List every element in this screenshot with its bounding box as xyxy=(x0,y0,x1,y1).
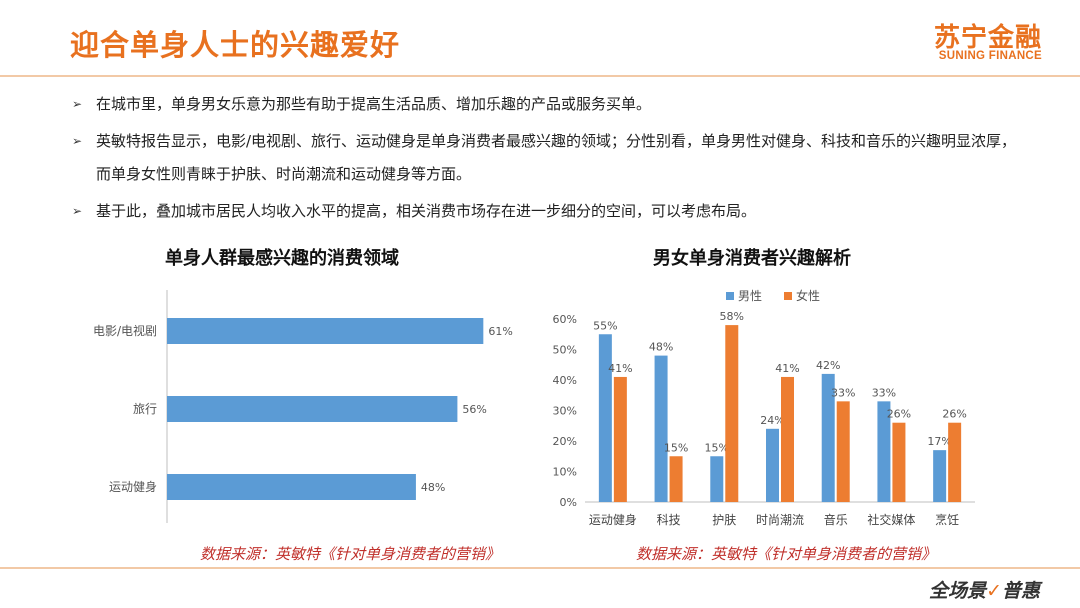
y-tick-label: 10% xyxy=(553,466,577,479)
bar xyxy=(836,401,850,502)
data-source-left: 数据来源：英敏特《针对单身消费者的营销》 xyxy=(200,545,501,563)
page-title: 迎合单身人士的兴趣爱好 xyxy=(70,28,401,62)
y-tick-label: 40% xyxy=(553,374,577,387)
data-label: 56% xyxy=(462,403,486,416)
bar xyxy=(167,474,416,500)
data-label: 41% xyxy=(775,362,799,375)
category-label: 烹饪 xyxy=(935,512,959,527)
bar xyxy=(725,325,739,502)
brand-logo-subtitle: SUNING FINANCE xyxy=(938,50,1042,62)
category-label: 电影/电视剧 xyxy=(93,323,157,338)
bullet-item: ➢ 英敏特报告显示，电影/电视剧、旅行、运动健身是单身消费者最感兴趣的领域；分性… xyxy=(70,125,1030,191)
data-label: 17% xyxy=(927,435,951,448)
data-label: 48% xyxy=(649,341,673,354)
bar xyxy=(877,401,891,502)
footer-slogan-tail: 普惠 xyxy=(1001,580,1040,602)
chart-title-left: 单身人群最感兴趣的消费领域 xyxy=(165,248,399,269)
footer-slogan: 全场景✓普惠 xyxy=(929,576,1040,603)
bar xyxy=(933,450,947,502)
y-tick-label: 60% xyxy=(553,313,577,326)
bullet-list: ➢ 在城市里，单身男女乐意为那些有助于提高生活品质、增加乐趣的产品或服务买单。 … xyxy=(70,88,1030,228)
data-label: 33% xyxy=(831,386,855,399)
data-label: 42% xyxy=(816,359,840,372)
bullet-text: 在城市里，单身男女乐意为那些有助于提高生活品质、增加乐趣的产品或服务买单。 xyxy=(96,95,652,113)
category-label: 运动健身 xyxy=(589,512,637,527)
category-label: 运动健身 xyxy=(109,479,157,494)
data-label: 61% xyxy=(488,325,512,338)
data-label: 15% xyxy=(705,441,729,454)
bar xyxy=(598,334,612,502)
bar xyxy=(948,422,962,502)
bar xyxy=(892,422,906,502)
legend-label: 女性 xyxy=(796,288,820,303)
check-icon: ✓ xyxy=(986,580,1002,602)
category-label: 时尚潮流 xyxy=(756,512,804,527)
horizontal-bar-chart: 电影/电视剧 61% 旅行 56% 运动健身 48% xyxy=(93,290,513,523)
bullet-item: ➢ 基于此，叠加城市居民人均收入水平的提高，相关消费市场存在进一步细分的空间，可… xyxy=(70,195,1030,228)
bar xyxy=(766,428,779,502)
category-label: 社交媒体 xyxy=(867,512,915,527)
data-label: 26% xyxy=(887,408,911,421)
bar xyxy=(781,376,794,502)
chart-title-right: 男女单身消费者兴趣解析 xyxy=(653,248,851,269)
data-label: 48% xyxy=(421,481,445,494)
category-label: 护肤 xyxy=(712,512,736,527)
y-tick-label: 20% xyxy=(553,435,577,448)
header-divider xyxy=(0,75,1080,77)
y-tick-label: 50% xyxy=(553,344,577,357)
data-source-right: 数据来源：英敏特《针对单身消费者的营销》 xyxy=(636,545,937,563)
bar xyxy=(669,456,683,502)
grouped-bar-chart: 0% 10% 20% 30% 40% 50% 60% 55% 41% 运动健身 48% 15% 科技 15… xyxy=(553,288,975,527)
brand-logo: 苏宁金融 xyxy=(933,23,1042,53)
bar xyxy=(710,456,724,502)
bar xyxy=(167,318,484,344)
y-tick-label: 30% xyxy=(553,405,577,418)
bar xyxy=(613,376,627,502)
category-label: 旅行 xyxy=(133,402,157,416)
category-label: 科技 xyxy=(657,513,681,527)
data-label: 58% xyxy=(720,310,744,323)
arrow-bullet-icon: ➢ xyxy=(72,204,83,218)
legend-swatch xyxy=(784,292,792,300)
bar xyxy=(654,355,668,502)
legend-swatch xyxy=(726,292,734,300)
bar xyxy=(167,396,458,422)
footer-slogan-head: 全场景 xyxy=(929,580,987,602)
bullet-text: 英敏特报告显示，电影/电视剧、旅行、运动健身是单身消费者最感兴趣的领域；分性别看… xyxy=(96,132,1017,183)
y-tick-label: 0% xyxy=(560,496,577,509)
category-label: 音乐 xyxy=(824,512,848,527)
bullet-item: ➢ 在城市里，单身男女乐意为那些有助于提高生活品质、增加乐趣的产品或服务买单。 xyxy=(70,88,1030,121)
bullet-text: 基于此，叠加城市居民人均收入水平的提高，相关消费市场存在进一步细分的空间，可以考… xyxy=(96,202,757,220)
arrow-bullet-icon: ➢ xyxy=(72,97,83,111)
data-label: 41% xyxy=(608,362,632,375)
legend-label: 男性 xyxy=(738,289,762,303)
footer-divider xyxy=(0,567,1080,569)
data-label: 15% xyxy=(664,441,688,454)
data-label: 26% xyxy=(942,408,966,421)
arrow-bullet-icon: ➢ xyxy=(72,134,83,148)
data-label: 24% xyxy=(760,414,784,427)
data-label: 55% xyxy=(593,319,617,332)
bar xyxy=(821,373,835,502)
data-label: 33% xyxy=(872,386,896,399)
